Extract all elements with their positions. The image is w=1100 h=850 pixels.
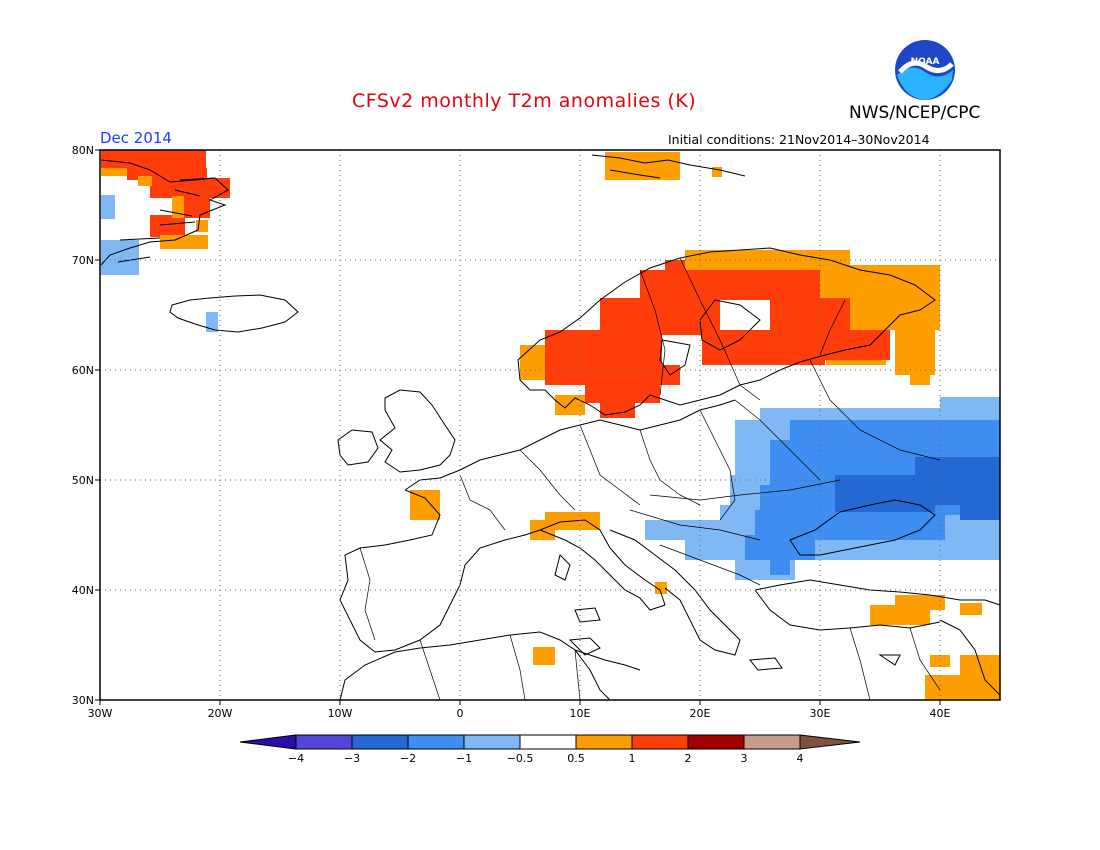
lat-tick-label: 30N — [72, 694, 94, 707]
agency-label: NWS/NCEP/CPC — [849, 103, 981, 123]
month-label: Dec 2014 — [100, 129, 172, 147]
colorbar-swatch — [743, 734, 801, 750]
anomaly-greenland-east-fringe — [101, 168, 208, 249]
lon-tick-label: 20W — [208, 707, 233, 720]
colorbar-swatch — [631, 734, 689, 750]
colorbar-swatch — [407, 734, 465, 750]
anomaly-turkey-warm — [870, 595, 982, 625]
lon-tick-label: 0 — [457, 707, 464, 720]
lat-tick-label: 80N — [72, 144, 94, 157]
initial-conditions-label: Initial conditions: 21Nov2014–30Nov2014 — [668, 132, 930, 147]
lon-tick-label: 40E — [930, 707, 951, 720]
map-frame — [99, 149, 1001, 701]
anomaly-alps-warm — [530, 512, 667, 594]
colorbar-arrow-high — [799, 734, 861, 750]
anomaly-svalbard-warm — [605, 152, 722, 180]
lon-tick-label: 30W — [88, 707, 113, 720]
colorbar-label: 2 — [685, 752, 692, 765]
lat-tick-label: 70N — [72, 254, 94, 267]
colorbar-swatch — [519, 734, 577, 750]
colorbar-label: −3 — [344, 752, 360, 765]
noaa-logo: NOAA — [895, 40, 955, 100]
colorbar-label: −4 — [288, 752, 304, 765]
anomaly-north-africa-warm — [533, 647, 555, 665]
colorbar-label: −1 — [456, 752, 472, 765]
colorbar-label: 3 — [741, 752, 748, 765]
colorbar-swatch — [687, 734, 745, 750]
anomaly-shading — [101, 150, 1000, 700]
colorbar-label: 4 — [797, 752, 804, 765]
anomaly-middle-east-warm — [925, 655, 1000, 700]
lon-tick-label: 30E — [810, 707, 831, 720]
lon-tick-label: 10W — [328, 707, 353, 720]
anomaly-greenland-east-warm — [101, 150, 230, 237]
coastlines — [100, 154, 1001, 701]
colorbar: −4 −3 −2 −1 −0.5 0.5 1 2 3 4 — [239, 734, 861, 765]
lat-tick-label: 50N — [72, 474, 94, 487]
lat-tick-label: 60N — [72, 364, 94, 377]
lon-tick-label: 20E — [690, 707, 711, 720]
anomaly-scandinavia-white-hole — [662, 300, 770, 365]
colorbar-swatch — [295, 734, 353, 750]
noaa-logo-text: NOAA — [911, 57, 940, 67]
colorbar-label: −0.5 — [507, 752, 534, 765]
colorbar-label: −2 — [400, 752, 416, 765]
lon-tick-label: 10E — [570, 707, 591, 720]
colorbar-arrow-low — [239, 734, 297, 750]
colorbar-label: 0.5 — [567, 752, 585, 765]
lat-tick-label: 40N — [72, 584, 94, 597]
colorbar-swatch — [351, 734, 409, 750]
colorbar-swatch — [575, 734, 633, 750]
anomaly-france-warm — [410, 490, 440, 520]
borders — [359, 257, 941, 701]
chart-title: CFSv2 monthly T2m anomalies (K) — [352, 90, 697, 112]
gridlines — [100, 150, 1000, 700]
colorbar-label: 1 — [629, 752, 636, 765]
colorbar-swatch — [463, 734, 521, 750]
